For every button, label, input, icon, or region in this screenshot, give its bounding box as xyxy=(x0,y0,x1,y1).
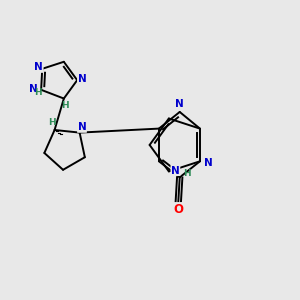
Text: H: H xyxy=(34,88,41,97)
Text: N: N xyxy=(34,62,43,72)
Text: H: H xyxy=(183,169,191,178)
Text: O: O xyxy=(173,202,183,216)
Text: N: N xyxy=(78,122,86,132)
Text: N: N xyxy=(29,84,38,94)
Text: H: H xyxy=(48,118,56,127)
Text: N: N xyxy=(175,99,184,109)
Text: N: N xyxy=(78,74,86,84)
Text: N: N xyxy=(171,166,180,176)
Text: N: N xyxy=(204,158,213,168)
Text: H: H xyxy=(61,101,68,110)
